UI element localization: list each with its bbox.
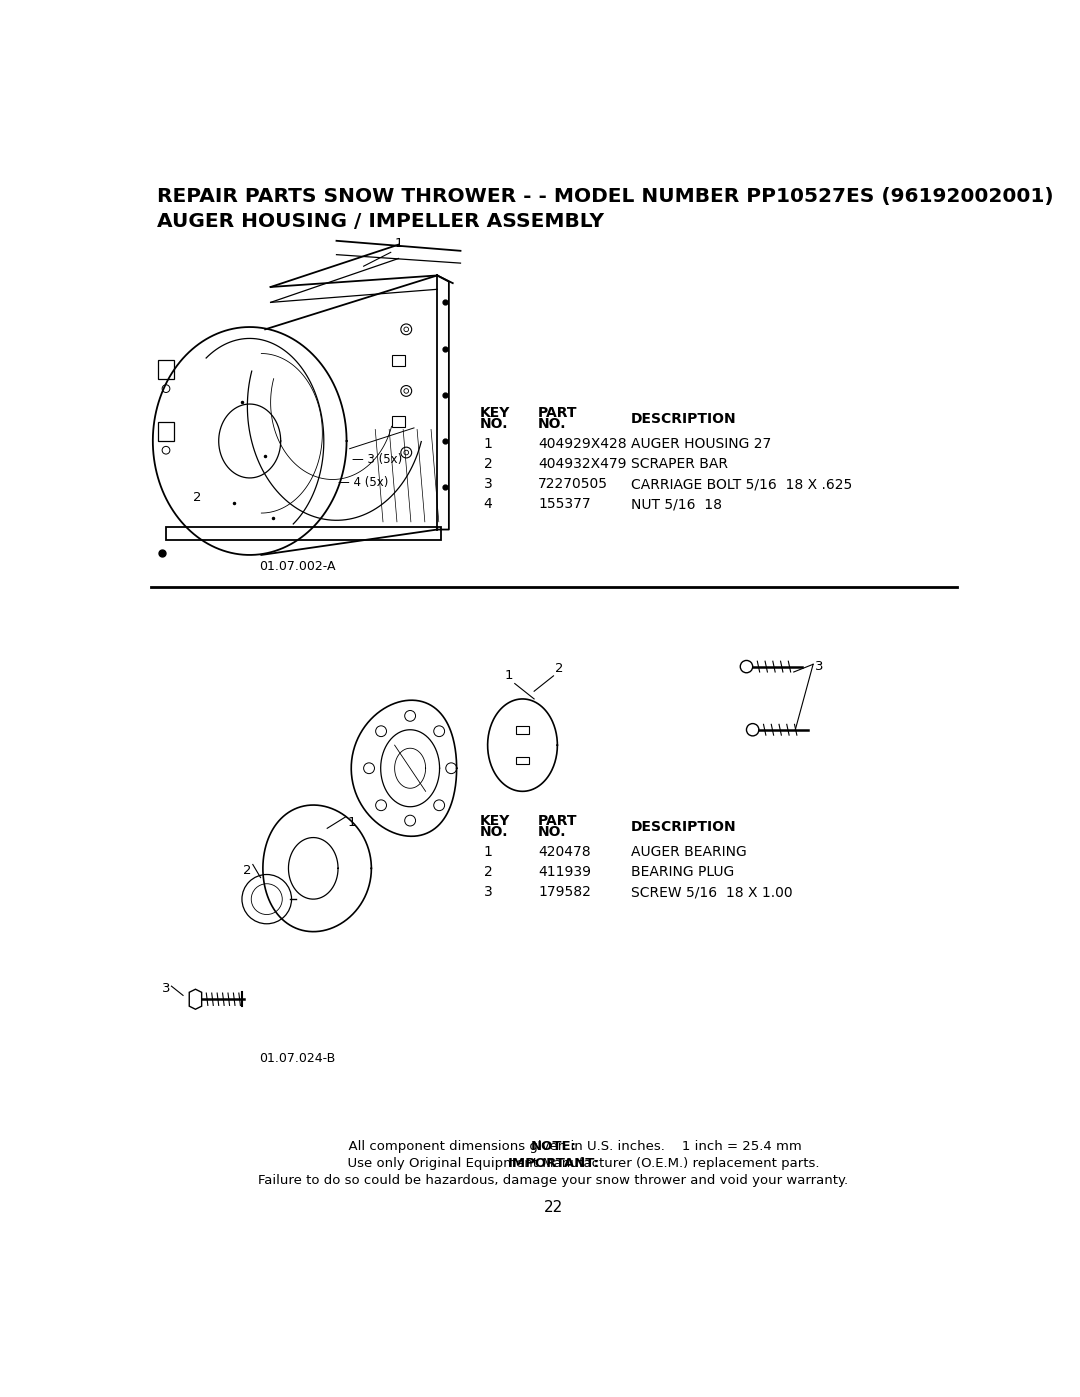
Text: PART: PART xyxy=(538,407,578,420)
Text: DESCRIPTION: DESCRIPTION xyxy=(631,412,737,426)
Text: 404932X479: 404932X479 xyxy=(538,457,626,471)
Text: NOTE:: NOTE: xyxy=(530,1140,577,1153)
Text: 179582: 179582 xyxy=(538,886,591,900)
Text: Failure to do so could be hazardous, damage your snow thrower and void your warr: Failure to do so could be hazardous, dam… xyxy=(258,1173,849,1187)
Text: KEY: KEY xyxy=(480,407,510,420)
Text: AUGER BEARING: AUGER BEARING xyxy=(631,845,746,859)
Text: 4: 4 xyxy=(484,497,492,511)
Text: 3: 3 xyxy=(814,661,823,673)
Text: 420478: 420478 xyxy=(538,845,591,859)
Text: 22: 22 xyxy=(544,1200,563,1215)
Circle shape xyxy=(740,661,753,673)
Polygon shape xyxy=(166,527,441,539)
Text: 3: 3 xyxy=(484,478,492,492)
Text: NO.: NO. xyxy=(480,826,509,840)
Text: 155377: 155377 xyxy=(538,497,591,511)
Text: Use only Original Equipment Manufacturer (O.E.M.) replacement parts.: Use only Original Equipment Manufacturer… xyxy=(287,1157,820,1171)
Text: CARRIAGE BOLT 5/16  18 X .625: CARRIAGE BOLT 5/16 18 X .625 xyxy=(631,478,852,492)
Circle shape xyxy=(746,724,759,736)
Text: 2: 2 xyxy=(484,865,492,879)
Text: 1: 1 xyxy=(348,816,355,828)
Text: SCRAPER BAR: SCRAPER BAR xyxy=(631,457,728,471)
Text: NO.: NO. xyxy=(538,418,567,432)
Text: — 3 (5x): — 3 (5x) xyxy=(352,453,402,465)
Text: 3: 3 xyxy=(162,982,171,995)
Text: 1: 1 xyxy=(484,845,492,859)
Text: NUT 5/16  18: NUT 5/16 18 xyxy=(631,497,723,511)
Text: 2: 2 xyxy=(555,662,564,675)
Text: 72270505: 72270505 xyxy=(538,478,608,492)
Text: AUGER HOUSING 27: AUGER HOUSING 27 xyxy=(631,437,771,451)
Text: 01.07.024-B: 01.07.024-B xyxy=(259,1052,336,1065)
Text: — 4 (5x): — 4 (5x) xyxy=(338,475,389,489)
Text: 01.07.002-A: 01.07.002-A xyxy=(259,560,336,573)
Text: All component dimensions given in U.S. inches.    1 inch = 25.4 mm: All component dimensions given in U.S. i… xyxy=(306,1140,801,1153)
Text: 411939: 411939 xyxy=(538,865,591,879)
Text: BEARING PLUG: BEARING PLUG xyxy=(631,865,734,879)
Text: KEY: KEY xyxy=(480,814,510,828)
Text: 2: 2 xyxy=(484,457,492,471)
Polygon shape xyxy=(189,989,202,1009)
Text: PART: PART xyxy=(538,814,578,828)
Text: 1: 1 xyxy=(394,237,403,250)
Text: DESCRIPTION: DESCRIPTION xyxy=(631,820,737,834)
Text: 1: 1 xyxy=(484,437,492,451)
Text: 404929X428: 404929X428 xyxy=(538,437,626,451)
Text: 3: 3 xyxy=(484,886,492,900)
Text: IMPORTANT:: IMPORTANT: xyxy=(508,1157,599,1171)
Text: NO.: NO. xyxy=(538,826,567,840)
Text: 1: 1 xyxy=(504,669,513,682)
Text: REPAIR PARTS SNOW THROWER - - MODEL NUMBER PP10527ES (96192002001): REPAIR PARTS SNOW THROWER - - MODEL NUMB… xyxy=(157,187,1053,205)
Text: 2: 2 xyxy=(193,490,202,504)
Text: NO.: NO. xyxy=(480,418,509,432)
Text: AUGER HOUSING / IMPELLER ASSEMBLY: AUGER HOUSING / IMPELLER ASSEMBLY xyxy=(157,212,604,232)
Text: SCREW 5/16  18 X 1.00: SCREW 5/16 18 X 1.00 xyxy=(631,886,793,900)
Text: 2: 2 xyxy=(243,863,252,877)
